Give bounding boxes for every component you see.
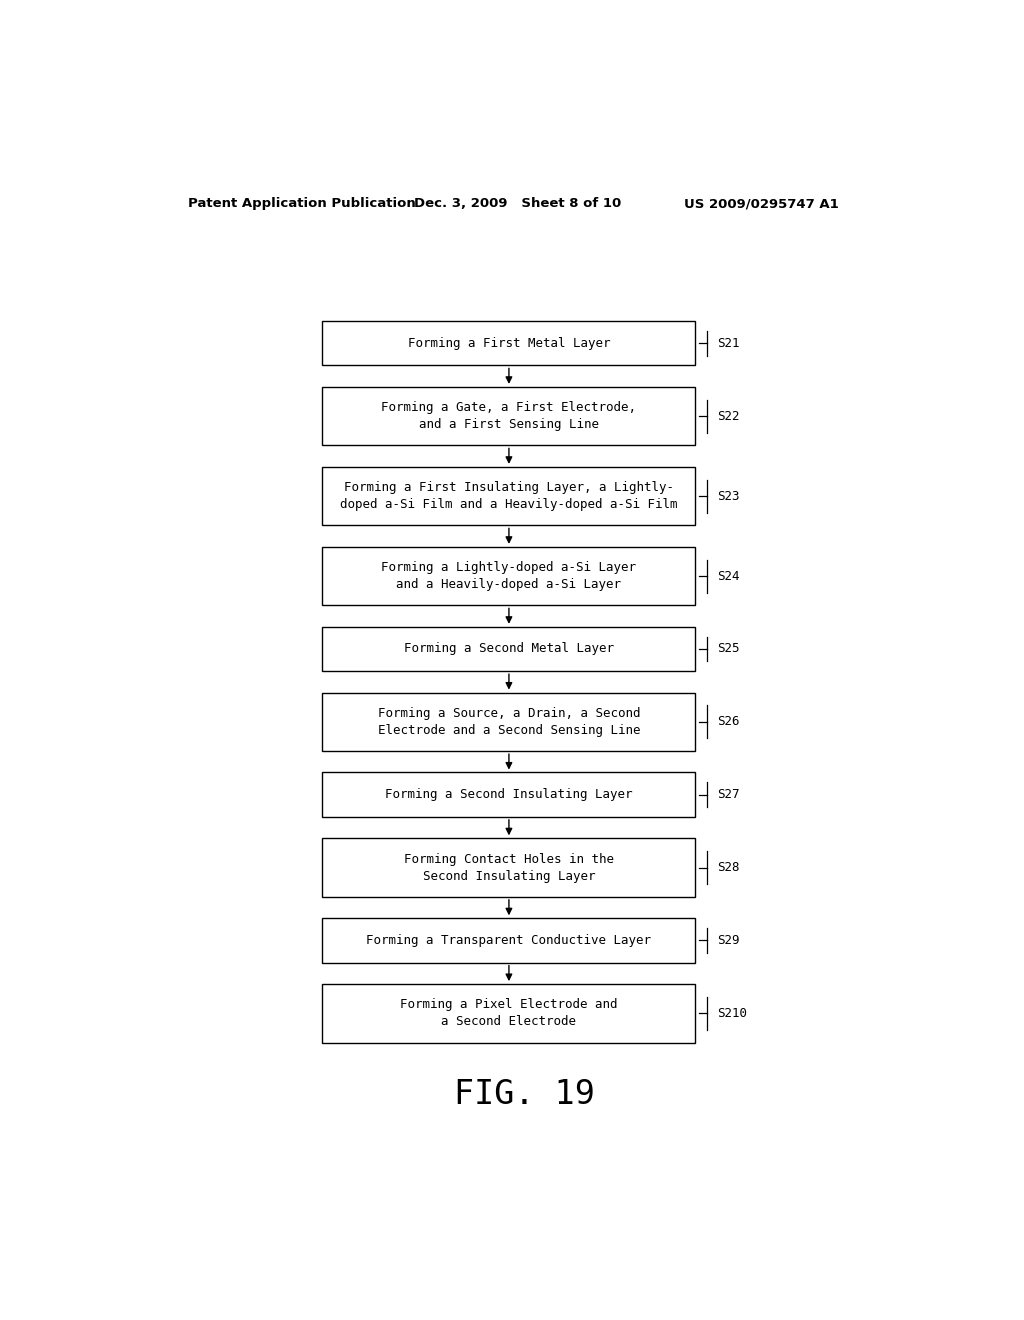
Text: S210: S210 bbox=[717, 1007, 746, 1020]
Text: S24: S24 bbox=[717, 570, 739, 582]
FancyBboxPatch shape bbox=[323, 919, 695, 962]
Text: S27: S27 bbox=[717, 788, 739, 801]
Text: FIG. 19: FIG. 19 bbox=[455, 1078, 595, 1111]
Text: S28: S28 bbox=[717, 861, 739, 874]
Text: Forming a First Metal Layer: Forming a First Metal Layer bbox=[408, 337, 610, 350]
Text: US 2009/0295747 A1: US 2009/0295747 A1 bbox=[684, 197, 839, 210]
FancyBboxPatch shape bbox=[323, 838, 695, 896]
FancyBboxPatch shape bbox=[323, 321, 695, 366]
FancyBboxPatch shape bbox=[323, 983, 695, 1043]
Text: Forming a Second Metal Layer: Forming a Second Metal Layer bbox=[403, 643, 614, 656]
Text: Forming a Transparent Conductive Layer: Forming a Transparent Conductive Layer bbox=[367, 935, 651, 946]
Text: Forming a Second Insulating Layer: Forming a Second Insulating Layer bbox=[385, 788, 633, 801]
Text: Forming Contact Holes in the
Second Insulating Layer: Forming Contact Holes in the Second Insu… bbox=[403, 853, 614, 883]
Text: Forming a Source, a Drain, a Second
Electrode and a Second Sensing Line: Forming a Source, a Drain, a Second Elec… bbox=[378, 706, 640, 737]
Text: Patent Application Publication: Patent Application Publication bbox=[187, 197, 416, 210]
Text: Forming a Pixel Electrode and
a Second Electrode: Forming a Pixel Electrode and a Second E… bbox=[400, 998, 617, 1028]
Text: S21: S21 bbox=[717, 337, 739, 350]
Text: S23: S23 bbox=[717, 490, 739, 503]
FancyBboxPatch shape bbox=[323, 627, 695, 671]
FancyBboxPatch shape bbox=[323, 387, 695, 445]
Text: S29: S29 bbox=[717, 935, 739, 946]
FancyBboxPatch shape bbox=[323, 546, 695, 606]
FancyBboxPatch shape bbox=[323, 772, 695, 817]
Text: S26: S26 bbox=[717, 715, 739, 729]
Text: Dec. 3, 2009   Sheet 8 of 10: Dec. 3, 2009 Sheet 8 of 10 bbox=[414, 197, 621, 210]
FancyBboxPatch shape bbox=[323, 693, 695, 751]
Text: S22: S22 bbox=[717, 409, 739, 422]
Text: Forming a Gate, a First Electrode,
and a First Sensing Line: Forming a Gate, a First Electrode, and a… bbox=[381, 401, 637, 432]
Text: Forming a First Insulating Layer, a Lightly-
doped a-Si Film and a Heavily-doped: Forming a First Insulating Layer, a Ligh… bbox=[340, 480, 678, 511]
FancyBboxPatch shape bbox=[323, 467, 695, 525]
Text: Forming a Lightly-doped a-Si Layer
and a Heavily-doped a-Si Layer: Forming a Lightly-doped a-Si Layer and a… bbox=[381, 561, 637, 591]
Text: S25: S25 bbox=[717, 643, 739, 656]
